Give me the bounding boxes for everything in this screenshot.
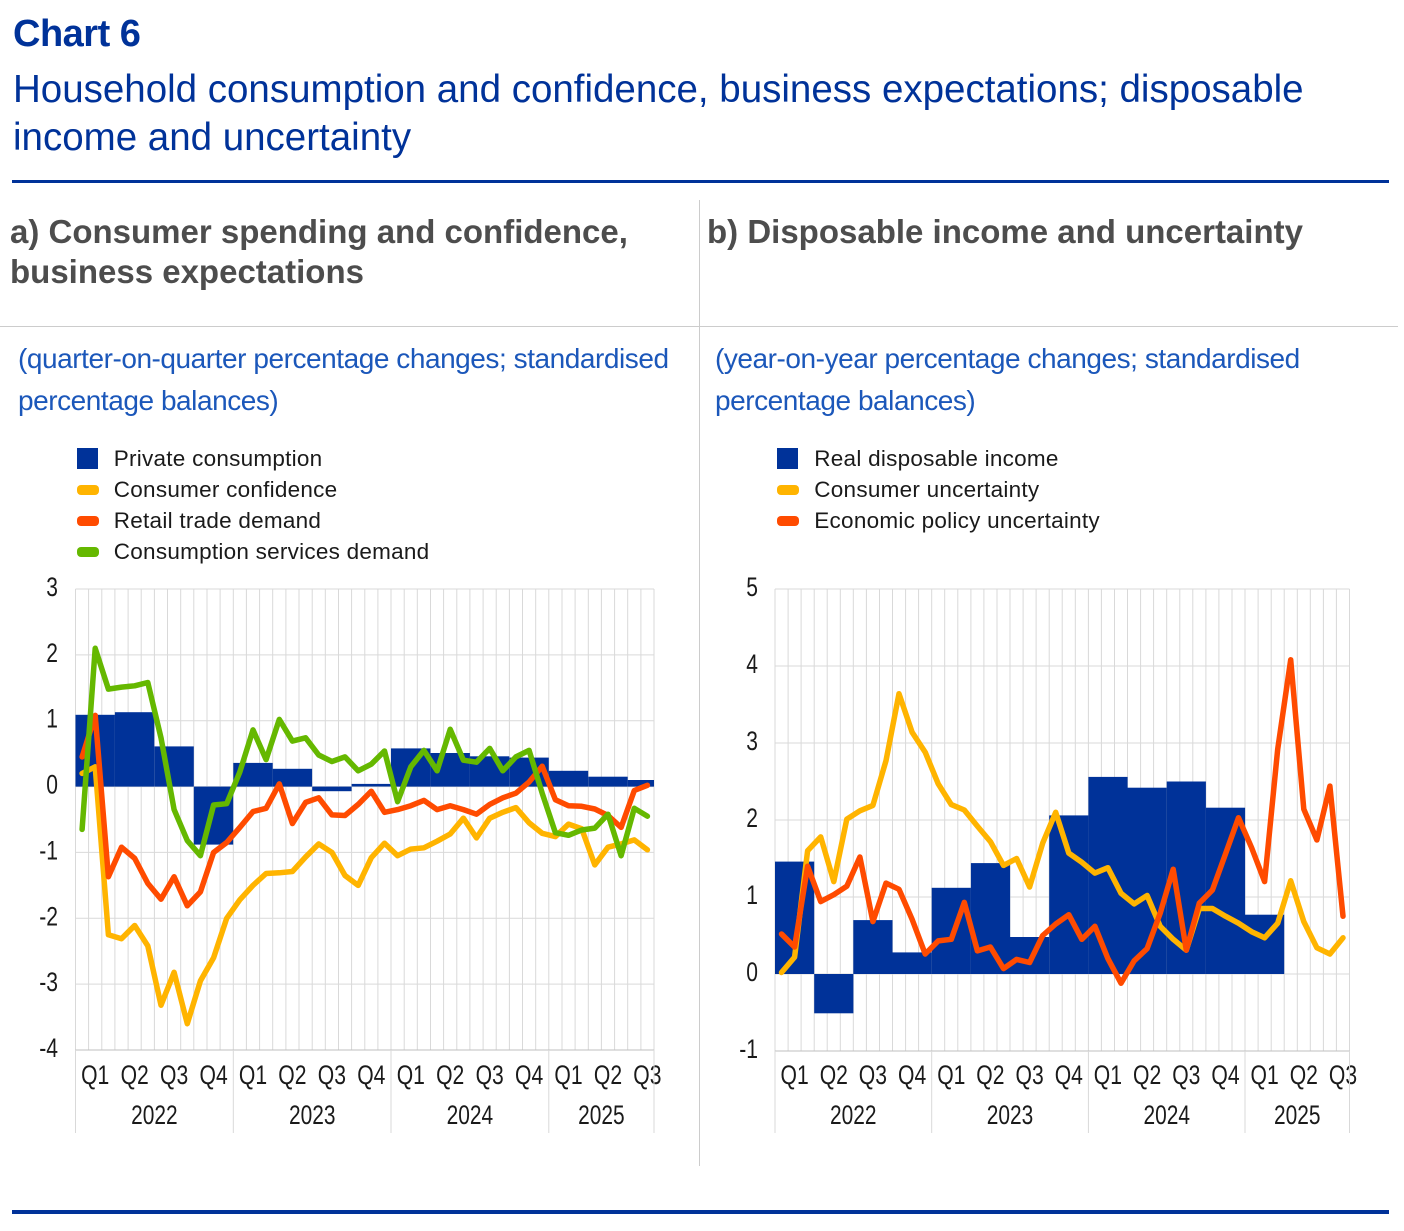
svg-text:2025: 2025 xyxy=(1274,1100,1321,1130)
svg-text:2: 2 xyxy=(46,638,58,668)
svg-text:Q3: Q3 xyxy=(318,1060,346,1090)
svg-text:Q4: Q4 xyxy=(357,1060,385,1090)
svg-text:Q3: Q3 xyxy=(1016,1060,1044,1090)
svg-text:-1: -1 xyxy=(739,1034,758,1064)
svg-text:5: 5 xyxy=(746,572,758,602)
svg-text:Q2: Q2 xyxy=(1290,1060,1318,1090)
svg-text:Q2: Q2 xyxy=(976,1060,1004,1090)
svg-text:Q1: Q1 xyxy=(1251,1060,1279,1090)
svg-text:Q2: Q2 xyxy=(820,1060,848,1090)
svg-text:Q4: Q4 xyxy=(1211,1060,1239,1090)
svg-text:3: 3 xyxy=(746,726,758,756)
svg-text:Q3: Q3 xyxy=(1172,1060,1200,1090)
svg-text:1: 1 xyxy=(46,704,58,734)
svg-text:Q1: Q1 xyxy=(81,1060,109,1090)
svg-text:Q1: Q1 xyxy=(781,1060,809,1090)
svg-text:Q3: Q3 xyxy=(476,1060,504,1090)
svg-text:4: 4 xyxy=(746,649,758,679)
svg-text:Q2: Q2 xyxy=(121,1060,149,1090)
svg-text:Q4: Q4 xyxy=(200,1060,228,1090)
svg-text:Q1: Q1 xyxy=(937,1060,965,1090)
svg-text:Q1: Q1 xyxy=(1094,1060,1122,1090)
svg-text:Q3: Q3 xyxy=(859,1060,887,1090)
svg-text:Q3: Q3 xyxy=(1329,1060,1357,1090)
svg-text:Q3: Q3 xyxy=(633,1060,661,1090)
svg-text:2022: 2022 xyxy=(131,1100,178,1130)
svg-text:Q2: Q2 xyxy=(594,1060,622,1090)
svg-text:0: 0 xyxy=(746,957,758,987)
svg-text:Q4: Q4 xyxy=(1055,1060,1083,1090)
svg-text:Q2: Q2 xyxy=(278,1060,306,1090)
svg-text:Q1: Q1 xyxy=(239,1060,267,1090)
svg-text:-2: -2 xyxy=(39,901,58,931)
svg-text:Q1: Q1 xyxy=(397,1060,425,1090)
svg-text:0: 0 xyxy=(46,770,58,800)
svg-text:2024: 2024 xyxy=(1143,1100,1190,1130)
svg-text:2023: 2023 xyxy=(289,1100,336,1130)
svg-text:Q1: Q1 xyxy=(554,1060,582,1090)
svg-text:Q2: Q2 xyxy=(1133,1060,1161,1090)
svg-text:2024: 2024 xyxy=(447,1100,494,1130)
svg-text:2023: 2023 xyxy=(987,1100,1034,1130)
svg-text:Q4: Q4 xyxy=(515,1060,543,1090)
svg-text:1: 1 xyxy=(746,880,758,910)
svg-text:Q4: Q4 xyxy=(898,1060,926,1090)
svg-text:3: 3 xyxy=(46,572,58,602)
svg-text:2022: 2022 xyxy=(830,1100,877,1130)
svg-text:Q3: Q3 xyxy=(160,1060,188,1090)
svg-text:2: 2 xyxy=(746,803,758,833)
svg-text:Q2: Q2 xyxy=(436,1060,464,1090)
svg-text:-1: -1 xyxy=(39,835,58,865)
svg-text:-4: -4 xyxy=(39,1033,58,1063)
svg-text:-3: -3 xyxy=(39,967,58,997)
svg-text:2025: 2025 xyxy=(578,1100,625,1130)
